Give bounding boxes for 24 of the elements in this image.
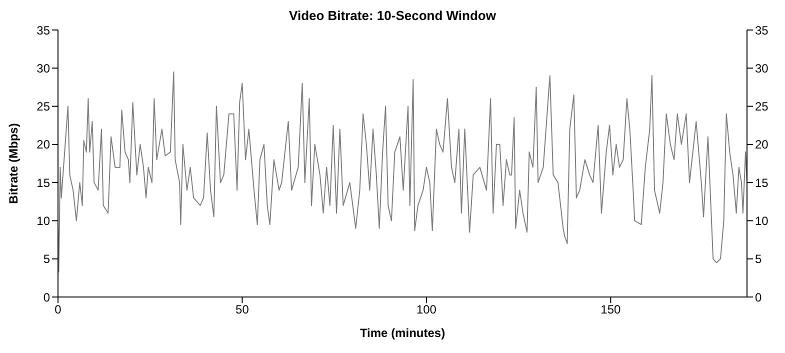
- y-tick-label: 15: [36, 176, 50, 190]
- y2-tick-label: 30: [755, 61, 769, 76]
- x-tick-label: 50: [236, 302, 250, 317]
- y-axis-title: Bitrate (Mbps): [6, 123, 20, 204]
- y2-tick-label: 10: [755, 214, 769, 228]
- y2-tick-label: 15: [755, 176, 769, 190]
- y-tick-label: 30: [36, 61, 50, 76]
- x-tick-label: 0: [54, 302, 62, 317]
- y2-tick-label: 35: [755, 23, 769, 38]
- y2-tick-label: 20: [755, 138, 769, 152]
- x-tick-label: 100: [416, 302, 437, 317]
- y-tick-label: 0: [43, 290, 50, 304]
- y2-tick-label: 0: [755, 290, 762, 304]
- y-tick-label: 35: [36, 23, 50, 38]
- y2-tick-label: 25: [755, 100, 769, 114]
- line-series: [58, 71, 747, 272]
- y-tick-label: 25: [36, 100, 50, 114]
- y2-tick-label: 5: [755, 252, 762, 266]
- y-tick-label: 20: [36, 138, 50, 152]
- chart-title: Video Bitrate: 10-Second Window: [288, 8, 497, 23]
- x-axis-title: Time (minutes): [360, 326, 446, 340]
- y-tick-label: 5: [43, 252, 50, 266]
- x-tick-label: 150: [600, 302, 622, 317]
- y-tick-label: 10: [36, 214, 50, 228]
